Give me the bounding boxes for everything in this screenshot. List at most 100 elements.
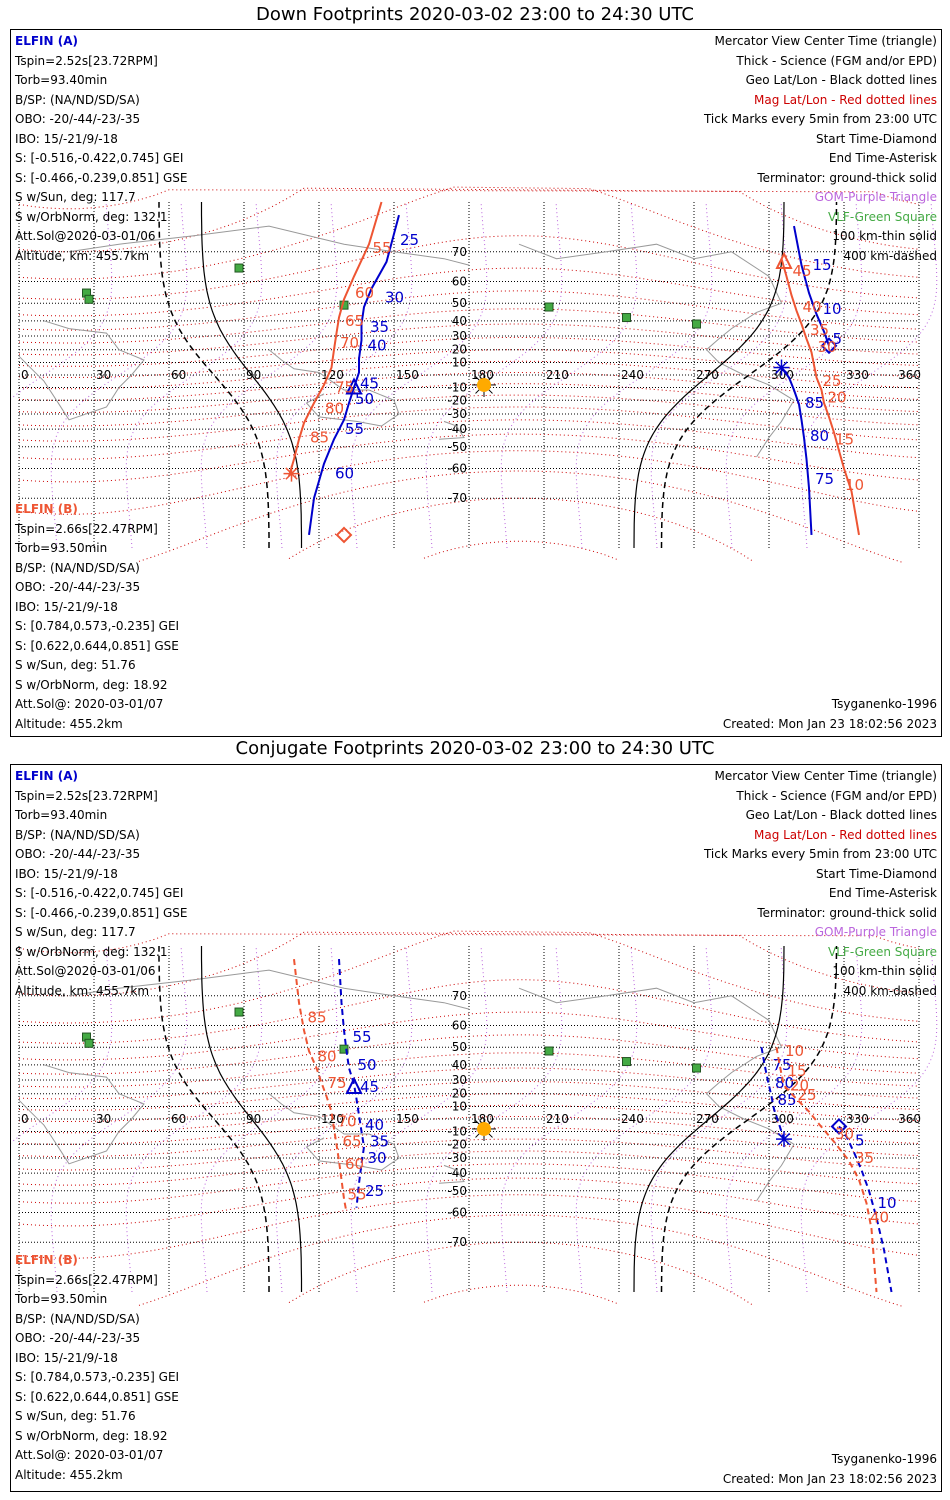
y-tick-label: 40 xyxy=(452,314,467,328)
elfin-a-time-label: 35 xyxy=(370,1133,389,1151)
elfin-a-line: S w/OrbNorm, deg: 132.1 xyxy=(15,944,168,959)
mag-lat-line xyxy=(18,931,920,997)
elfin-b-track xyxy=(293,958,348,1213)
y-tick-label: 20 xyxy=(452,1087,467,1101)
mag-lon-line xyxy=(200,945,338,1293)
elfin-b-line: OBO: -20/-44/-23/-35 xyxy=(15,580,141,594)
elfin-b-center-triangle xyxy=(775,251,793,269)
mag-lon-line xyxy=(275,945,413,1293)
mag-lat-line xyxy=(18,419,920,460)
elfin-b-time-label: 60 xyxy=(345,1155,364,1173)
elfin-a-info-down: ELFIN (A) Tspin=2.52s[23.72RPM] Torb=93.40… xyxy=(15,32,188,266)
mag-lat-line xyxy=(288,1241,755,1307)
mag-lon-line xyxy=(575,945,713,1293)
legend-entry: Start Time-Diamond xyxy=(815,866,937,881)
elfin-b-time-label: 45 xyxy=(793,262,812,280)
elfin-a-time-label: 85 xyxy=(778,1091,797,1109)
elfin-b-time-label: 80 xyxy=(325,399,344,417)
elfin-a-time-label: 60 xyxy=(335,465,354,483)
elfin-a-time-label: 5 xyxy=(855,1131,865,1149)
terminator-line xyxy=(660,945,838,1293)
legend-entry: 100 km-thin solid xyxy=(832,229,937,243)
elfin-a-line: Att.Sol@2020-03-01/06 xyxy=(15,229,156,243)
mag-lon-line xyxy=(425,201,563,549)
y-tick-label: 30 xyxy=(452,329,467,343)
elfin-b-line: Att.Sol@: 2020-03-01/07 xyxy=(15,1448,164,1462)
elfin-b-line: S: [0.784,0.573,-0.235] GEI xyxy=(15,619,180,633)
elfin-b-time-label: 80 xyxy=(318,1047,337,1065)
elfin-a-line: B/SP: (NA/ND/SD/SA) xyxy=(15,827,140,842)
mag-lat-line xyxy=(18,1150,920,1186)
elfin-b-line: Altitude: 455.2km xyxy=(15,716,123,731)
terminator-line xyxy=(158,946,270,1292)
mag-lon-line xyxy=(650,945,788,1293)
elfin-a-time-label: 35 xyxy=(370,318,389,336)
panel-title-conjugate: Conjugate Footprints 2020-03-02 23:00 to… xyxy=(235,738,715,759)
coastline xyxy=(438,420,465,440)
mag-lon-line xyxy=(725,945,863,1293)
elfin-b-line: Tspin=2.66s[22.47RPM] xyxy=(15,1272,158,1287)
elfin-a-time-label: 45 xyxy=(360,1078,379,1096)
elfin-b-line: Att.Sol@: 2020-03-01/07 xyxy=(15,697,164,711)
y-tick-label: -40 xyxy=(447,1166,467,1180)
elfin-a-end-asterisk xyxy=(775,361,788,374)
elfin-a-time-label: 25 xyxy=(400,231,419,249)
elfin-b-time-label: 85 xyxy=(310,429,329,447)
elfin-a-time-label: 80 xyxy=(810,427,829,445)
coastline xyxy=(68,225,470,266)
elfin-b-track xyxy=(775,1047,878,1293)
elfin-a-line: OBO: -20/-44/-23/-35 xyxy=(15,112,141,126)
mag-lon-line xyxy=(11,201,113,400)
elfin-b-time-label: 40 xyxy=(870,1209,889,1227)
mag-lat-line xyxy=(288,497,755,563)
terminator-line xyxy=(660,201,838,549)
y-tick-label: 60 xyxy=(452,274,467,288)
elfin-a-line: S w/Sun, deg: 117.7 xyxy=(15,190,136,204)
map-canvas-down: 0 30 60 90 120 150 180 210 240 270 300 330 360706050… xyxy=(11,186,938,564)
elfin-a-track xyxy=(793,225,830,347)
legend-entry: GOM-Purple Triangle xyxy=(814,190,937,204)
legend-entry: Terminator: ground-thick solid xyxy=(757,905,937,920)
x-tick-label: 60 xyxy=(171,1112,186,1126)
elfin-b-time-label: 25 xyxy=(798,1086,817,1104)
mag-lon-line xyxy=(200,201,338,549)
terminator-line xyxy=(633,201,785,549)
mag-lon-line xyxy=(575,201,713,549)
x-tick-label: 0 xyxy=(21,1112,29,1126)
elfin-a-track xyxy=(780,366,813,535)
elfin-a-line: Tspin=2.52s[23.72RPM] xyxy=(15,788,158,803)
elfin-a-time-label: 75 xyxy=(773,1056,792,1074)
elfin-b-line: S w/Sun, deg: 51.76 xyxy=(15,1409,136,1423)
elfin-b-time-label: 40 xyxy=(803,298,822,316)
mag-lon-line xyxy=(800,945,938,1293)
coastline xyxy=(268,349,400,427)
mag-lat-line xyxy=(18,186,920,280)
x-tick-label: 30 xyxy=(96,368,111,382)
elfin-b-line: S w/OrbNorm, deg: 18.92 xyxy=(15,677,168,692)
elfin-a-time-label: 55 xyxy=(353,1028,372,1046)
legend-entry: End Time-Asterisk xyxy=(828,151,937,165)
created-label-down: Created: Mon Jan 23 18:02:56 2023 xyxy=(722,716,937,731)
mag-lon-line xyxy=(125,945,263,1293)
y-tick-label: 10 xyxy=(452,356,467,370)
legend-entry: VLF-Green Square xyxy=(828,209,937,224)
elfin-b-line: IBO: 15/-21/9/-18 xyxy=(15,599,118,614)
elfin-a-time-label: 45 xyxy=(360,375,379,393)
elfin-b-time-label: 30 xyxy=(818,338,837,356)
elfin-b-line: S w/OrbNorm, deg: 18.92 xyxy=(15,1428,168,1443)
elfin-a-time-label: 40 xyxy=(365,1116,384,1134)
elfin-a-line: Tspin=2.52s[23.72RPM] xyxy=(15,53,158,68)
y-tick-label: -60 xyxy=(447,462,467,476)
legend-entry: Thick - Science (FGM and/or EPD) xyxy=(736,53,937,68)
elfin-b-time-label: 55 xyxy=(373,239,392,257)
elfin-a-time-label: 25 xyxy=(365,1182,384,1200)
vlf-station xyxy=(544,1046,554,1056)
elfin-a-time-label: 75 xyxy=(815,470,834,488)
terminator-line xyxy=(200,946,303,1292)
y-tick-label: -50 xyxy=(447,1184,467,1198)
mag-lat-line xyxy=(18,189,920,210)
mag-lon-line xyxy=(725,201,863,549)
elfin-b-time-label: 30 xyxy=(835,1125,854,1143)
panel-title-down: Down Footprints 2020-03-02 23:00 to 24:3… xyxy=(256,4,694,25)
vlf-station xyxy=(339,1044,349,1054)
